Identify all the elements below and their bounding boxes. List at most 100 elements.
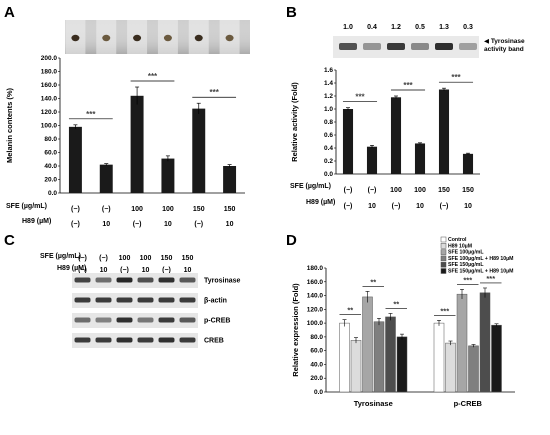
panel-c-sfe-label: SFE (µg/mL) [40,253,81,260]
panel-c-blot-strip [72,273,198,288]
panel-c-band [116,337,133,343]
panel-c-band [137,297,154,303]
panel-b-sig-label: *** [451,73,461,82]
panel-b-h89-label: H89 (µM) [306,199,336,206]
panel-letter-a: A [4,4,15,21]
panel-a-sfe-value: 100 [131,206,143,213]
panel-c-h89-value: (−) [120,267,129,274]
panel-c-band [158,297,175,303]
panel-a-bar [130,95,144,193]
panel-b-sig-label: *** [403,81,413,90]
panel-d-bar [468,345,479,393]
panel-b-ytick-label: 1.2 [324,93,333,100]
panel-d-legend-swatch [440,243,447,249]
panel-a-bar [192,108,206,193]
panel-a-ytick-label: 160.0 [41,82,58,89]
panel-b-sfe-value: 100 [390,187,402,194]
panel-c-sfe-value: 150 [182,255,194,262]
panel-a-h89-label: H89 (µM) [22,218,52,225]
panel-a-h89-value: (−) [133,221,142,228]
panel-c-band [137,317,154,323]
panel-a-pellet [102,34,111,42]
panel-d-bar [373,321,385,393]
panel-a-sfe-value: (−) [71,206,80,213]
panel-a-pellet [71,34,80,42]
band-label-text: Tyrosinase activity band [484,38,525,53]
panel-b-band [435,43,453,50]
panel-c-sfe-value: 100 [140,255,152,262]
panel-d-bar [396,336,408,393]
panel-c-blot-strip [72,313,198,328]
band-arrow-icon: ◀ [484,38,491,45]
panel-b-ylabel: Relative activity (Fold) [290,82,299,162]
panel-b-sfe-value: (−) [368,187,377,194]
panel-b-bar [390,97,402,174]
panel-d-ytick-label: 40.0 [310,361,323,368]
panel-a-h89-value: 10 [226,221,234,228]
panel-a-sfe-value: 150 [193,206,205,213]
panel-c-band [116,277,133,283]
panel-a-ytick-label: 40.0 [44,163,57,170]
panel-a-ytick-label: 140.0 [41,96,58,103]
panel-d-sig-label: *** [486,274,495,283]
panel-d-legend-swatch [440,255,447,262]
panel-c-h89-value: 10 [100,267,108,274]
panel-c-band-label: p-CREB [204,318,230,325]
panel-c-band [179,317,196,323]
panel-b-ytick-label: 0.8 [324,119,333,126]
panel-d-bar [491,324,502,393]
panel-d-ytick-label: 20.0 [310,375,323,382]
panel-d-ylabel: Relative expression (Fold) [291,283,300,377]
panel-d-legend-label: SFE 150µg/mL [448,262,484,268]
panel-d-ytick-label: 60.0 [310,348,323,355]
panel-b-sfe-value: 150 [438,187,450,194]
panel-d-category-label: Tyrosinase [354,399,393,408]
panel-d-sig-label: *** [440,306,449,315]
panel-c-band [74,277,91,283]
panel-a-h89-value: 10 [164,221,172,228]
panel-b-band-value: 1.0 [343,24,353,31]
panel-d-ytick-label: 160.0 [307,279,324,286]
panel-d-legend-label: SFE 100µg/mL [448,250,484,256]
panel-d-sig-label: *** [463,275,472,284]
panel-d-bar [385,316,396,393]
panel-letter-d: D [286,232,297,249]
panel-d-ytick-label: 0.0 [314,389,323,396]
panel-b-band [339,43,357,50]
panel-b-ytick-label: 0.0 [324,171,333,178]
panel-b-band-value: 0.3 [463,24,473,31]
panel-a-treatments: SFE (µg/mL) H89 (µM) [0,202,280,232]
panel-b-band [459,43,477,50]
panel-a-bar [161,158,175,193]
panel-a-bar [223,166,237,193]
panel-b-sfe-value: 150 [462,187,474,194]
panel-a-pellet-photo [65,20,250,54]
panel-d-bar [456,293,468,393]
panel-c-h89-value: (−) [162,267,171,274]
panel-a-ytick-label: 0.0 [48,190,57,197]
panel-d-bar [339,322,350,393]
panel-c-band [74,337,91,343]
panel-b-h89-value: 10 [416,203,424,210]
panel-b-ytick-label: 1.0 [324,106,333,113]
panel-c-band-label: Tyrosinase [204,278,241,285]
panel-d-ytick-label: 180.0 [307,265,324,272]
panel-a-sig-label: *** [209,88,219,97]
panel-letter-b: B [286,4,297,21]
panel-c-band [95,297,112,303]
panel-b-sig-label: *** [355,93,365,102]
panel-d-bar [362,296,373,393]
panel-c-sfe-value: 150 [161,255,173,262]
panel-d-bar [433,322,445,393]
panel-b-bar [438,89,450,174]
panel-a-bar [99,164,113,193]
panel-a-pellet [163,34,172,42]
panel-c-band [137,277,154,283]
panel-c-h89-value: (−) [78,267,87,274]
panel-a-h89-value: (−) [71,221,80,228]
panel-a-pellet [225,34,234,42]
panel-a-sfe-value: 100 [162,206,174,213]
panel-b-ytick-label: 0.2 [324,158,333,165]
panel-b-band-label: ◀ Tyrosinase activity band [484,38,548,54]
